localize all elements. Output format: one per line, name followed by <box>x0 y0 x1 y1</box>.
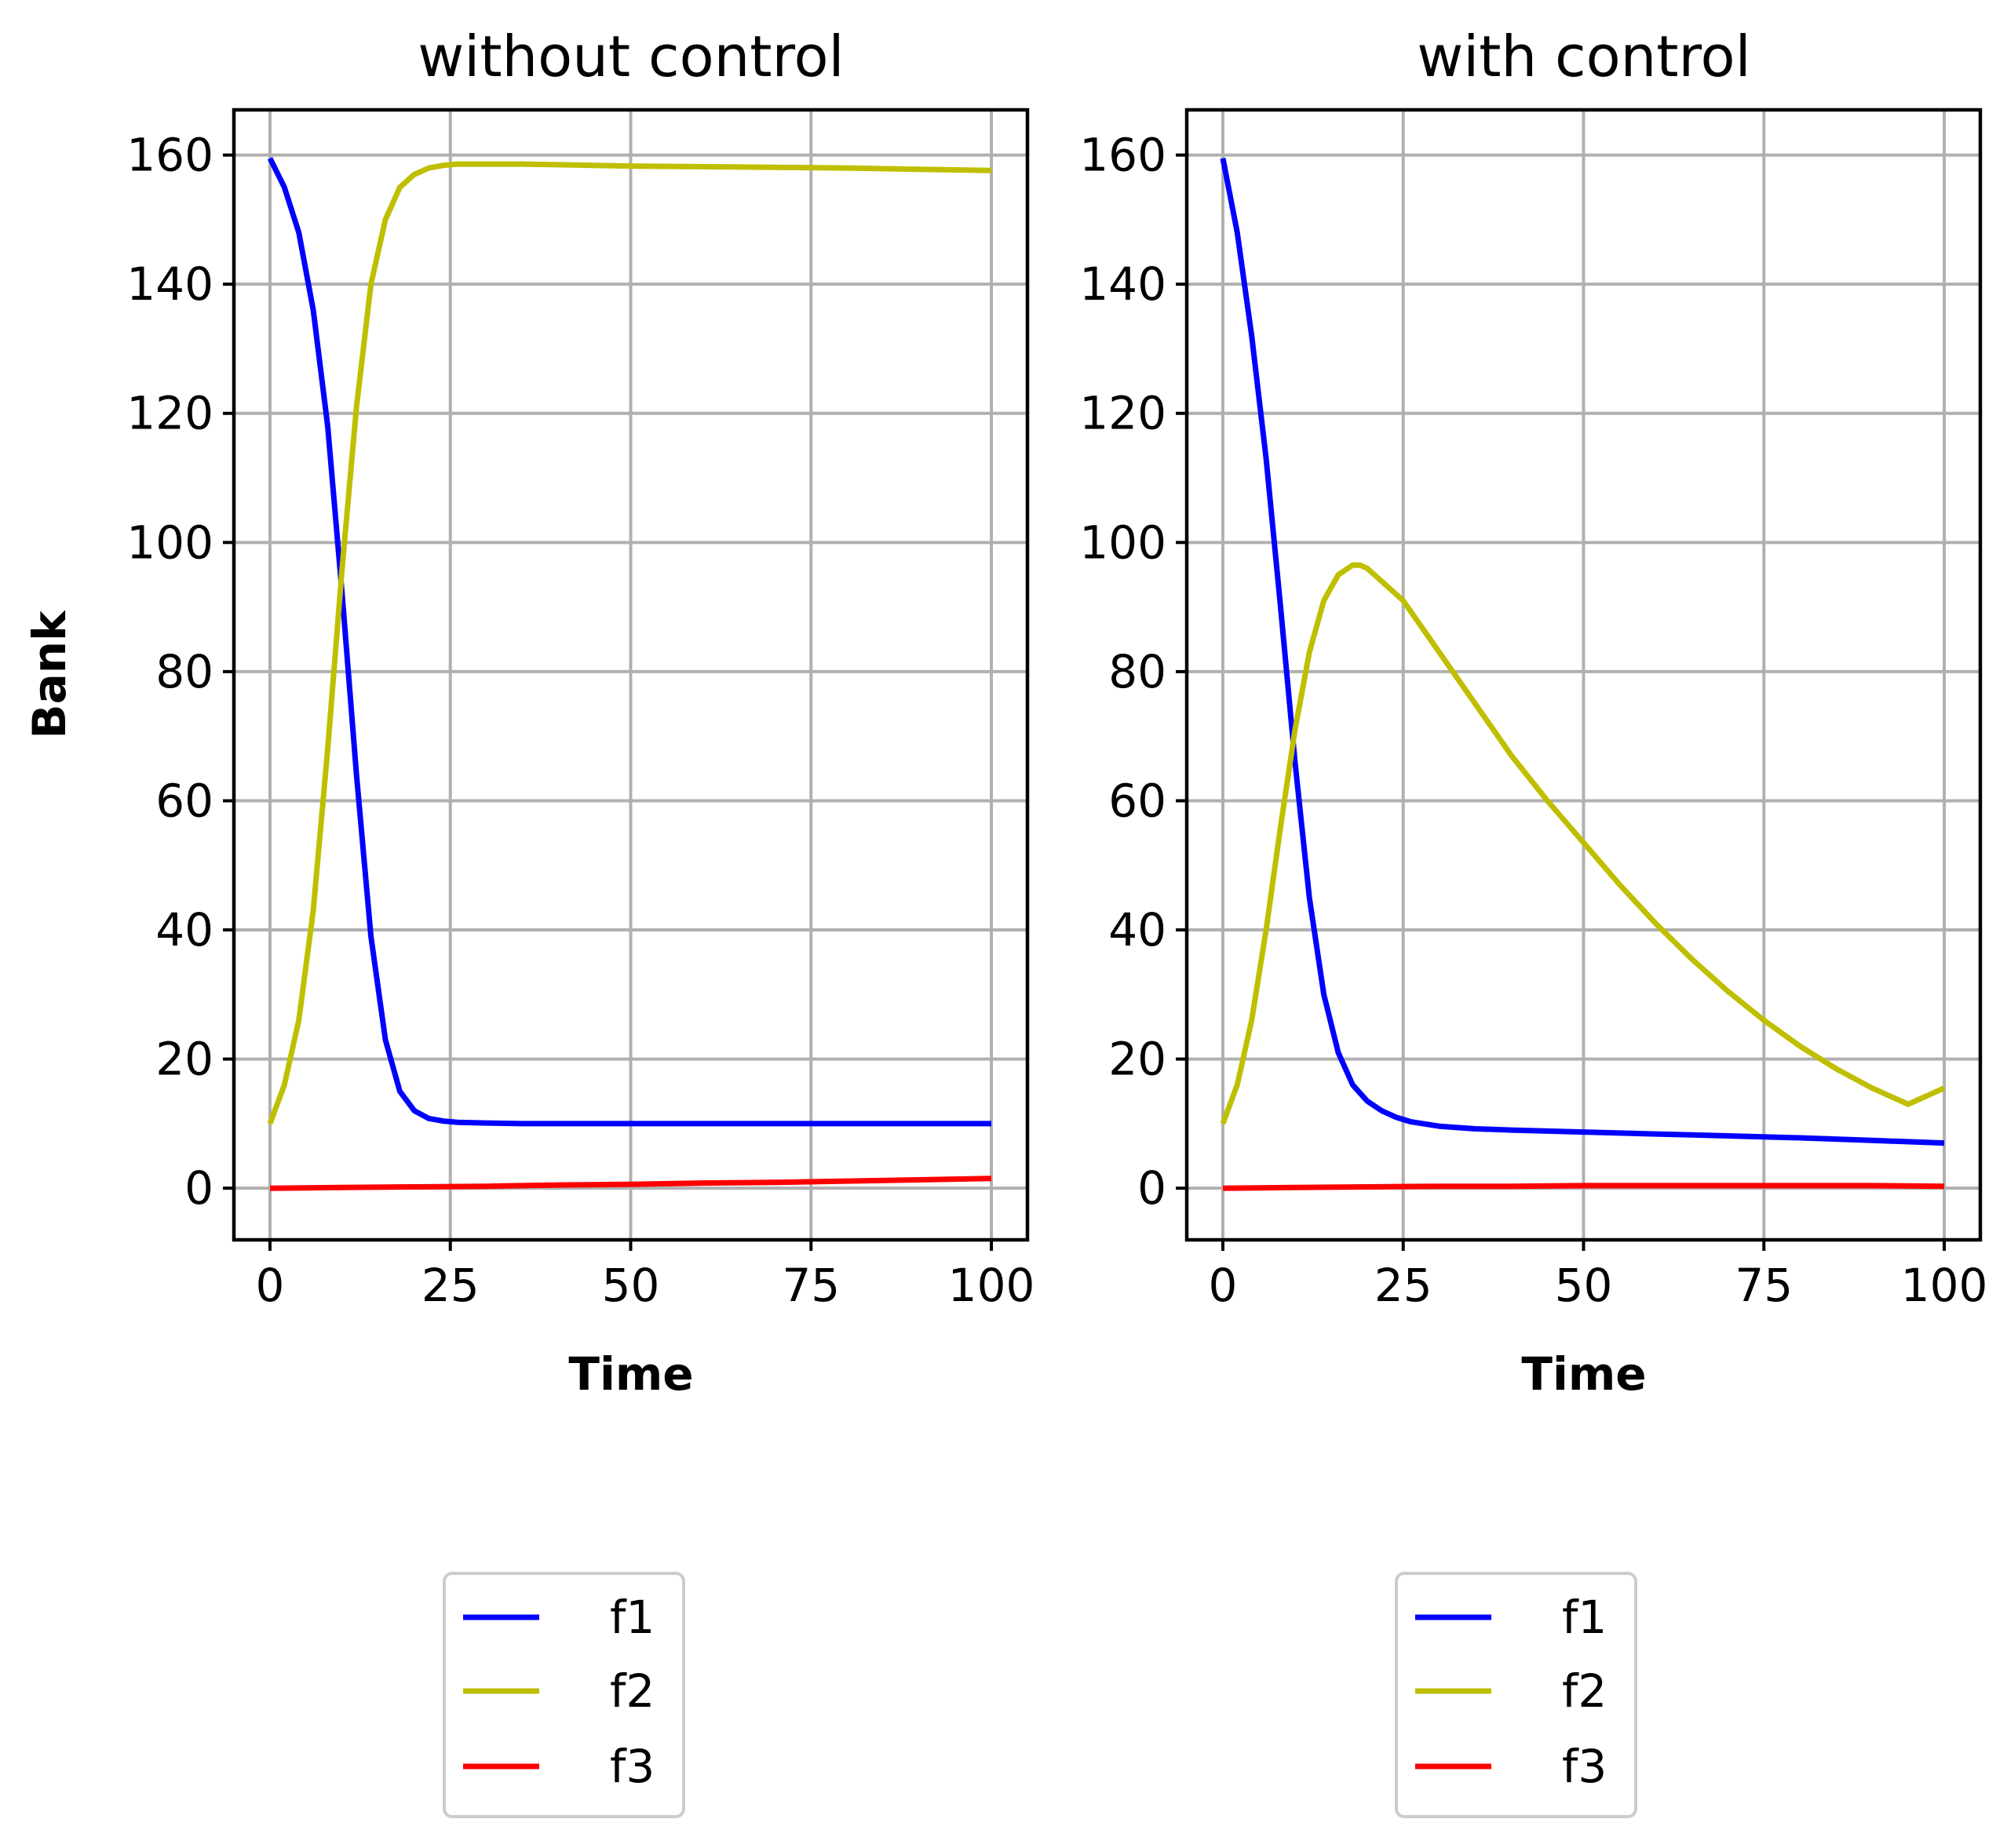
ticks: 0 25 50 75 100 0 20 40 60 80 100 120 140 160 <box>126 129 1035 1312</box>
y-axis-label: Bank <box>23 610 76 739</box>
legend: f1 f2 f3 <box>1395 1572 1637 1818</box>
x-tick-label: 0 <box>1209 1259 1238 1312</box>
chart-panel-without-control: without control 0 25 50 75 100 0 20 40 60 80 100 12… <box>23 24 1035 1818</box>
y-tick-label: 0 <box>1137 1161 1166 1215</box>
y-tick-label: 20 <box>1108 1033 1166 1086</box>
legend-label-f2: f2 <box>1562 1664 1607 1718</box>
chart-title: with control <box>1417 24 1750 89</box>
y-tick-label: 60 <box>155 774 213 827</box>
legend-label-f2: f2 <box>610 1664 655 1718</box>
x-tick-label: 25 <box>1374 1259 1432 1312</box>
x-axis-label: Time <box>568 1347 693 1401</box>
x-tick-label: 50 <box>602 1259 660 1312</box>
legend-label-f3: f3 <box>1562 1740 1607 1793</box>
x-tick-label: 25 <box>421 1259 480 1312</box>
x-tick-label: 0 <box>256 1259 285 1312</box>
series-line-f1 <box>1220 158 1945 1146</box>
legend-box <box>1395 1572 1637 1818</box>
legend-label-f3: f3 <box>610 1740 655 1793</box>
legend-label-f1: f1 <box>610 1591 655 1644</box>
series-line-f3 <box>1222 1183 1945 1191</box>
legend-label-f1: f1 <box>1562 1591 1607 1644</box>
chart-panel-with-control: with control 0 25 50 75 100 0 20 40 60 80 100 120 14… <box>1079 24 1987 1818</box>
series-group <box>267 157 992 1191</box>
series-group <box>1220 158 1946 1191</box>
series-line-f1 <box>267 157 991 1127</box>
y-tick-label: 120 <box>1079 387 1166 440</box>
x-tick-label: 75 <box>1735 1259 1793 1312</box>
x-tick-label: 50 <box>1555 1259 1613 1312</box>
y-tick-label: 40 <box>155 903 213 957</box>
y-tick-label: 160 <box>1079 129 1166 182</box>
x-tick-label: 100 <box>1901 1259 1988 1312</box>
y-tick-label: 20 <box>155 1033 213 1086</box>
x-tick-label: 75 <box>782 1259 840 1312</box>
y-tick-label: 160 <box>126 129 213 182</box>
y-tick-label: 80 <box>155 645 213 698</box>
y-tick-label: 140 <box>1079 257 1166 311</box>
series-line-f3 <box>269 1176 992 1191</box>
y-tick-label: 120 <box>126 387 213 440</box>
y-tick-label: 40 <box>1108 903 1166 957</box>
legend-box <box>443 1572 685 1818</box>
x-tick-label: 100 <box>948 1259 1035 1312</box>
chart-title: without control <box>418 24 844 89</box>
x-axis-label: Time <box>1521 1347 1646 1401</box>
legend: f1 f2 f3 <box>443 1572 685 1818</box>
series-line-f2 <box>1220 562 1946 1125</box>
y-tick-label: 80 <box>1108 645 1166 698</box>
grid <box>1187 110 1980 1240</box>
ticks: 0 25 50 75 100 0 20 40 60 80 100 120 140 160 <box>1079 129 1987 1312</box>
y-tick-label: 100 <box>1079 516 1166 569</box>
y-tick-label: 60 <box>1108 774 1166 827</box>
y-tick-label: 100 <box>126 516 213 569</box>
grid <box>234 110 1027 1240</box>
y-tick-label: 0 <box>184 1161 213 1215</box>
series-line-f2 <box>267 161 992 1125</box>
y-tick-label: 140 <box>126 257 213 311</box>
